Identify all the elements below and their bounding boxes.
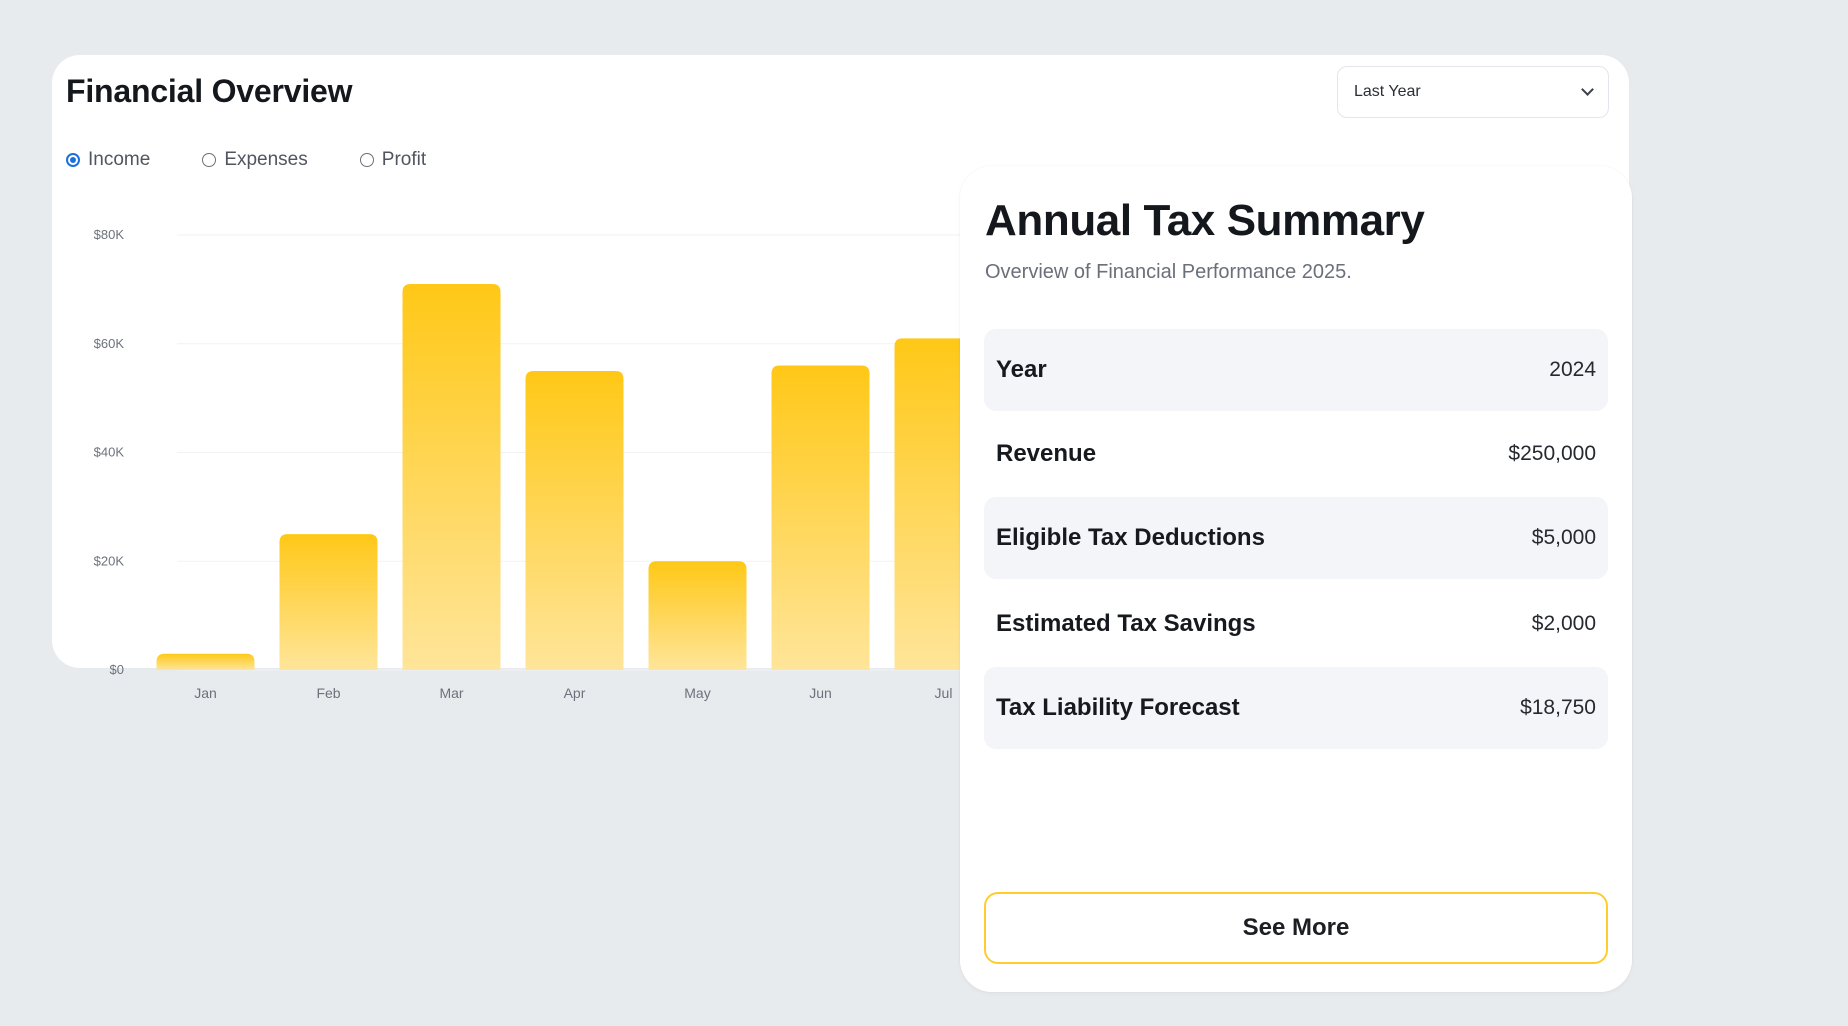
tax-row-value: $2,000: [1531, 612, 1596, 635]
tax-row-value: 2024: [1549, 358, 1596, 381]
bar-jun[interactable]: [771, 365, 870, 671]
radio-income-label: Income: [88, 149, 151, 170]
see-more-button[interactable]: See More: [984, 892, 1608, 964]
tax-row-label: Tax Liability Forecast: [996, 694, 1240, 721]
bar-feb[interactable]: [279, 534, 378, 670]
tax-row-label: Revenue: [996, 440, 1097, 467]
tax-summary-subtitle: Overview of Financial Performance 2025.: [985, 261, 1352, 283]
period-select-value: Last Year: [1354, 83, 1421, 100]
tax-row-year: Year 2024: [984, 329, 1608, 411]
tax-row-label: Estimated Tax Savings: [996, 610, 1256, 637]
bar-jan[interactable]: [156, 653, 255, 670]
radio-expenses-indicator[interactable]: [202, 153, 217, 167]
tax-row-revenue: Revenue $250,000: [984, 413, 1608, 495]
x-tick-label: Jun: [809, 685, 832, 701]
tax-row-label: Eligible Tax Deductions: [996, 524, 1265, 551]
radio-income[interactable]: Income: [66, 149, 150, 171]
bar-may[interactable]: [648, 561, 747, 670]
y-tick-label: $0: [110, 662, 124, 677]
radio-expenses-label: Expenses: [224, 149, 308, 170]
bar-mar[interactable]: [402, 283, 501, 670]
radio-income-indicator[interactable]: [66, 153, 80, 167]
metric-radio-group: Income Expenses Profit: [66, 149, 478, 171]
x-tick-label: Apr: [564, 685, 586, 701]
tax-row-estimated-savings: Estimated Tax Savings $2,000: [984, 583, 1608, 665]
x-tick-label: Jan: [194, 685, 217, 701]
x-tick-label: May: [684, 685, 710, 701]
y-tick-label: $40K: [94, 445, 125, 460]
chevron-down-icon: [1581, 83, 1594, 96]
tax-row-eligible-deductions: Eligible Tax Deductions $5,000: [984, 497, 1608, 579]
radio-profit[interactable]: Profit: [359, 149, 427, 171]
tax-row-liability-forecast: Tax Liability Forecast $18,750: [984, 667, 1608, 749]
annual-tax-summary-card: Annual Tax Summary Overview of Financial…: [960, 166, 1632, 992]
tax-row-value: $5,000: [1531, 526, 1596, 549]
y-tick-label: $60K: [94, 336, 125, 351]
tax-row-value: $250,000: [1508, 442, 1596, 465]
tax-summary-title: Annual Tax Summary: [985, 196, 1425, 245]
overview-title: Financial Overview: [66, 73, 353, 109]
radio-profit-label: Profit: [381, 149, 427, 170]
tax-row-value: $18,750: [1520, 696, 1596, 719]
x-tick-label: Jul: [935, 685, 953, 701]
bar-apr[interactable]: [525, 370, 624, 670]
x-tick-label: Feb: [316, 685, 340, 701]
tax-row-label: Year: [996, 356, 1047, 383]
x-tick-label: Mar: [439, 685, 463, 701]
period-select[interactable]: Last Year: [1337, 66, 1609, 118]
radio-profit-indicator[interactable]: [359, 153, 374, 167]
radio-expenses[interactable]: Expenses: [202, 149, 308, 171]
y-tick-label: $80K: [94, 227, 125, 242]
y-tick-label: $20K: [94, 553, 125, 568]
